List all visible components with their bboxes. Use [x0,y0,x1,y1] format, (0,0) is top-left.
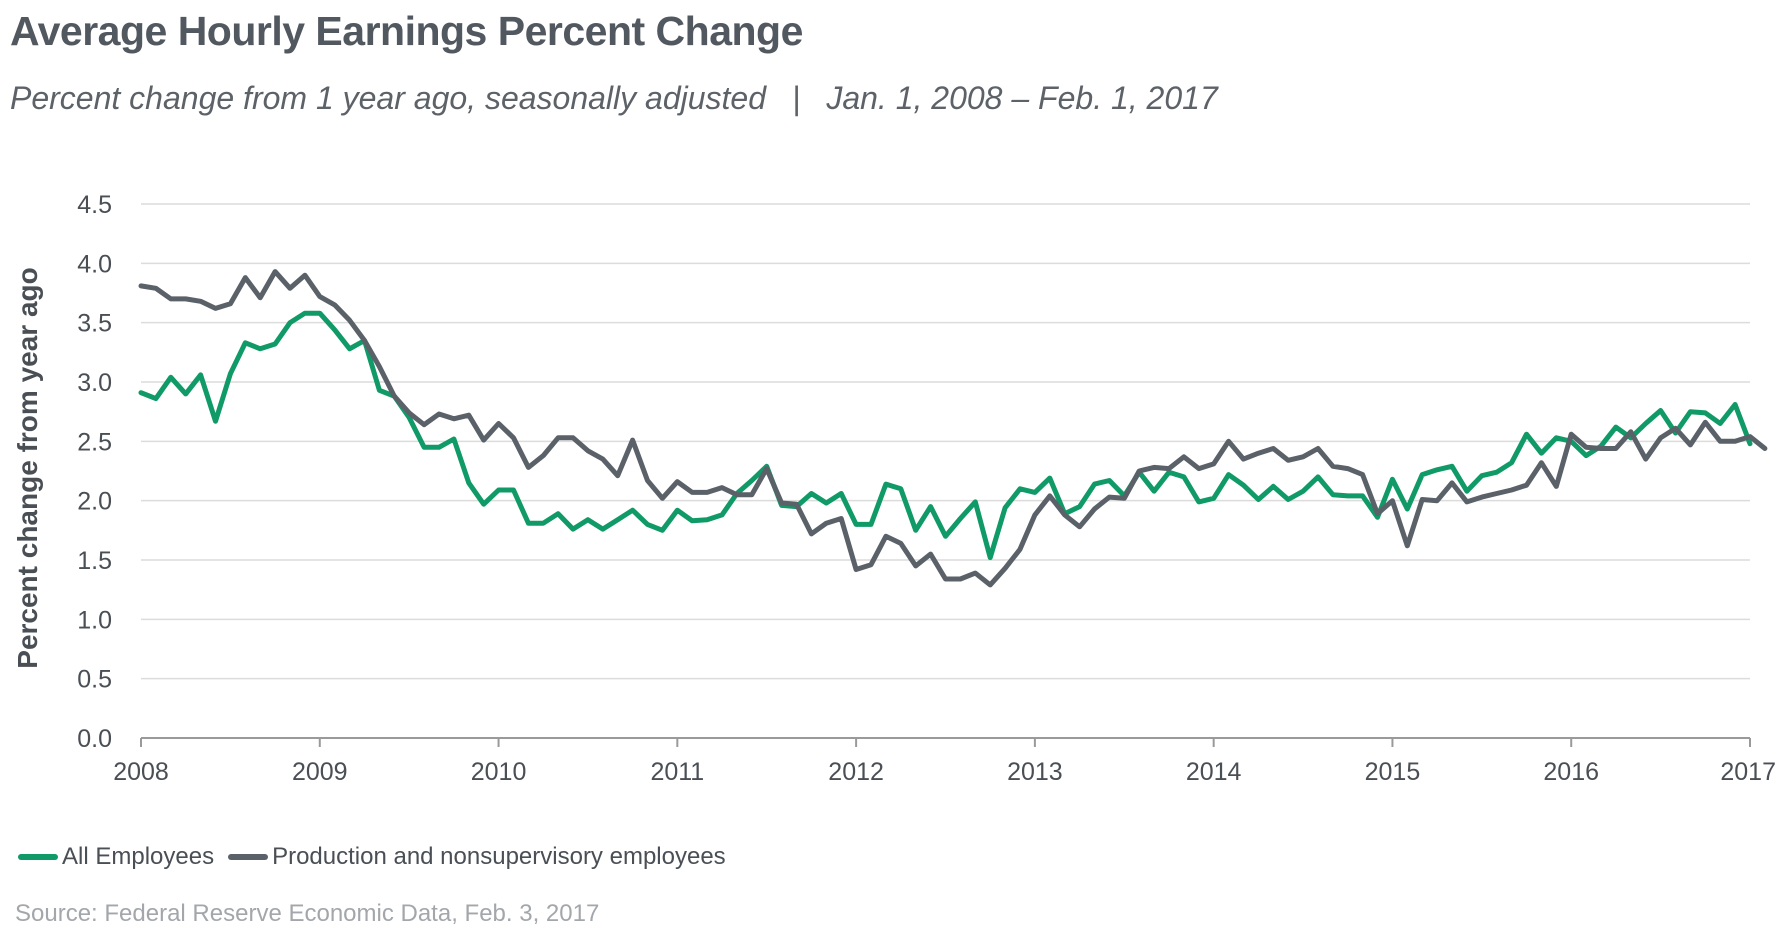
x-tick-label: 2016 [1543,758,1599,786]
y-tick-label: 3.5 [77,310,112,338]
y-tick-label: 1.5 [77,547,112,575]
y-tick-label: 1.0 [77,606,112,634]
y-tick-label: 3.0 [77,369,112,397]
x-tick-label: 2010 [471,758,527,786]
x-tick-label: 2009 [292,758,348,786]
subtitle-separator: | [792,80,801,116]
legend-label-all-employees: All Employees [62,843,215,870]
series-lines [138,269,1768,588]
y-tick-label: 4.5 [77,191,112,219]
line-chart: 0.0 0.5 1.0 1.5 2.0 2.5 3.0 3.5 4.0 4.5 2008 2009 20… [12,191,1776,786]
legend-item-all-employees: All Employees [18,843,214,871]
y-tick-label: 4.0 [77,250,112,278]
series-line-all-employees [138,310,1753,561]
subtitle-date-range: Jan. 1, 2008 – Feb. 1, 2017 [826,80,1218,116]
y-tick-label: 0.5 [77,666,112,694]
grid-lines [141,203,1750,680]
x-tick-label: 2017 [1720,758,1776,786]
x-tick-label: 2014 [1186,758,1242,786]
source-note: Source: Federal Reserve Economic Data, F… [15,900,600,927]
chart-legend: All Employees Production and nonsupervis… [18,843,740,871]
y-tick-label: 2.5 [77,428,112,456]
x-tick-label: 2008 [113,758,169,786]
x-tick-label: 2013 [1007,758,1063,786]
axes: 0.0 0.5 1.0 1.5 2.0 2.5 3.0 3.5 4.0 4.5 2008 2009 20… [77,191,1776,786]
x-tick-label: 2015 [1365,758,1421,786]
y-tick-label: 2.0 [77,488,112,516]
subtitle-description: Percent change from 1 year ago, seasonal… [10,80,767,116]
x-tick-label: 2011 [650,758,704,786]
legend-swatch-production [228,854,269,860]
x-tick-label: 2012 [828,758,884,786]
y-tick-label: 0.0 [77,725,112,753]
chart-subtitle: Percent change from 1 year ago, seasonal… [10,80,1218,117]
legend-swatch-all-employees [18,854,58,860]
legend-item-production: Production and nonsupervisory employees [228,843,726,871]
legend-label-production: Production and nonsupervisory employees [272,843,726,870]
chart-title: Average Hourly Earnings Percent Change [10,8,803,54]
y-axis-label: Percent change from year ago [12,267,43,668]
series-line-production [138,269,1768,588]
